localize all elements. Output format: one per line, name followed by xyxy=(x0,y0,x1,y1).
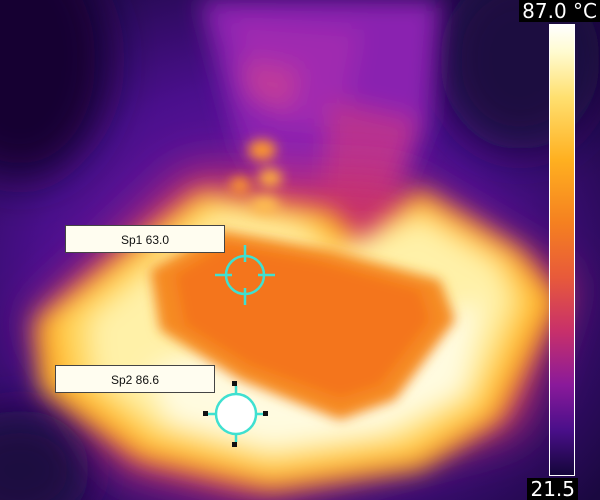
scale-min-label: 21.5 xyxy=(527,478,578,500)
temperature-scale-bar xyxy=(549,24,575,476)
scale-max-label: 87.0 °C xyxy=(519,0,600,22)
sp1-label[interactable]: Sp1 63.0 xyxy=(65,225,225,253)
sp2-label[interactable]: Sp2 86.6 xyxy=(55,365,215,393)
sp1-crosshair xyxy=(215,245,275,305)
hot-components xyxy=(230,140,282,213)
sp2-marker xyxy=(203,381,268,447)
